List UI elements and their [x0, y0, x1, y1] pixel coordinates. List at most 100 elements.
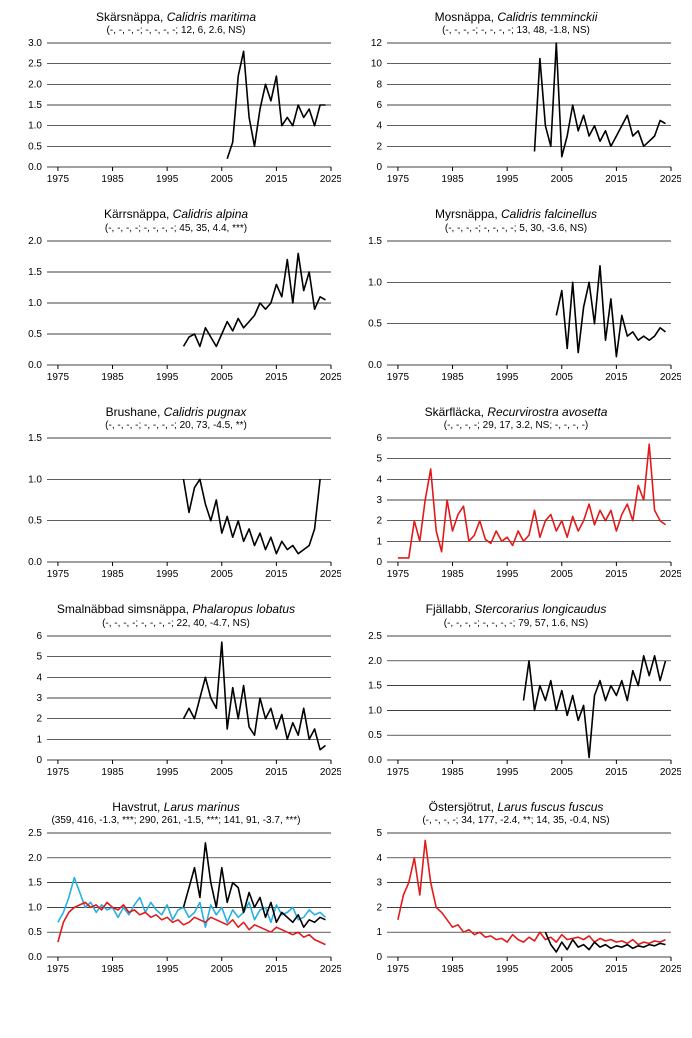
- title-common: Skärfläcka,: [425, 405, 488, 419]
- x-tick-label: 2025: [320, 767, 341, 778]
- series-line: [524, 655, 666, 757]
- title-scientific: Larus marinus: [164, 800, 240, 814]
- x-tick-label: 1995: [156, 569, 179, 580]
- y-tick-label: 0.0: [368, 360, 382, 371]
- y-tick-label: 3.0: [28, 39, 42, 49]
- y-tick-label: 4: [376, 121, 382, 132]
- x-tick-label: 2005: [211, 767, 234, 778]
- x-tick-label: 1985: [441, 174, 464, 185]
- x-tick-label: 2005: [551, 569, 574, 580]
- y-tick-label: 8: [376, 80, 382, 91]
- x-tick-label: 1985: [441, 569, 464, 580]
- x-tick-label: 1995: [156, 372, 179, 383]
- y-tick-label: 1.5: [28, 267, 42, 278]
- y-tick-label: 2.5: [28, 59, 42, 70]
- y-tick-label: 0: [376, 952, 382, 963]
- panel-subtitle: (-, -, -, -; -, -, -, -; 22, 40, -4.7, N…: [102, 618, 250, 629]
- y-tick-label: 2: [376, 902, 382, 913]
- y-tick-label: 1: [36, 734, 42, 745]
- y-tick-label: 2: [376, 516, 382, 527]
- panel-title: Fjällabb, Stercorarius longicaudus: [426, 602, 607, 616]
- x-tick-label: 2015: [605, 569, 628, 580]
- panel-title: Mosnäppa, Calidris temminckii: [435, 10, 598, 24]
- panel-title: Skärfläcka, Recurvirostra avosetta: [425, 405, 608, 419]
- y-tick-label: 2: [376, 142, 382, 153]
- y-tick-label: 2.5: [28, 829, 42, 839]
- y-tick-label: 1.5: [368, 237, 382, 247]
- chart-svg: 0.00.51.01.52.02.51975198519952005201520…: [11, 829, 341, 979]
- title-common: Fjällabb,: [426, 602, 475, 616]
- chart-panel: Brushane, Calidris pugnax(-, -, -, -; -,…: [10, 405, 342, 584]
- title-scientific: Larus fuscus fuscus: [497, 800, 603, 814]
- x-tick-label: 1995: [496, 174, 519, 185]
- x-tick-label: 1975: [387, 174, 410, 185]
- x-tick-label: 1975: [387, 964, 410, 975]
- y-tick-label: 1.0: [368, 277, 382, 288]
- y-tick-label: 0.5: [368, 318, 382, 329]
- title-scientific: Calidris temminckii: [497, 10, 597, 24]
- y-tick-label: 1.5: [28, 100, 42, 111]
- x-tick-label: 1975: [387, 569, 410, 580]
- x-tick-label: 2015: [605, 174, 628, 185]
- x-tick-label: 2005: [211, 174, 234, 185]
- panel-subtitle: (359, 416, -1.3, ***; 290, 261, -1.5, **…: [51, 815, 300, 826]
- x-tick-label: 2015: [605, 964, 628, 975]
- y-tick-label: 0: [376, 557, 382, 568]
- panel-subtitle: (-, -, -, -; -, -, -, -; 5, 30, -3.6, NS…: [445, 223, 587, 234]
- panel-title: Havstrut, Larus marinus: [112, 800, 239, 814]
- chart-panel: Fjällabb, Stercorarius longicaudus (-, -,…: [350, 602, 682, 781]
- x-tick-label: 1985: [101, 767, 124, 778]
- x-tick-label: 2015: [265, 372, 288, 383]
- y-tick-label: 2.5: [368, 632, 382, 642]
- x-tick-label: 2015: [265, 767, 288, 778]
- panel-title: Smalnäbbad simsnäppa, Phalaropus lobatus: [57, 602, 295, 616]
- y-tick-label: 6: [36, 632, 42, 642]
- title-common: Mosnäppa,: [435, 10, 498, 24]
- x-tick-label: 1975: [47, 767, 70, 778]
- x-tick-label: 1995: [496, 569, 519, 580]
- x-tick-label: 2005: [211, 569, 234, 580]
- chart-panel: Skärfläcka, Recurvirostra avosetta(-, -,…: [350, 405, 682, 584]
- chart-svg: 024681012197519851995200520152025: [351, 39, 681, 189]
- x-tick-label: 2025: [660, 372, 681, 383]
- y-tick-label: 2.0: [28, 853, 42, 864]
- title-scientific: Calidris falcinellus: [501, 207, 597, 221]
- x-tick-label: 1985: [101, 964, 124, 975]
- x-tick-label: 1985: [101, 174, 124, 185]
- series-line: [535, 43, 666, 157]
- y-tick-label: 12: [371, 39, 383, 49]
- chart-svg: 0.00.51.01.52.02.51975198519952005201520…: [351, 632, 681, 782]
- y-tick-label: 0.5: [368, 730, 382, 741]
- chart-svg: 0.00.51.01.5197519851995200520152025: [11, 434, 341, 584]
- x-tick-label: 2025: [320, 174, 341, 185]
- panel-subtitle: (-, -, -, -; -, -, -, -; 79, 57, 1.6, NS…: [444, 618, 588, 629]
- chart-panel: Myrsnäppa, Calidris falcinellus(-, -, -,…: [350, 207, 682, 386]
- chart-panel: Östersjötrut, Larus fuscus fuscus(-, -, …: [350, 800, 682, 979]
- x-tick-label: 1995: [496, 767, 519, 778]
- series-line: [184, 843, 326, 927]
- y-tick-label: 0.5: [28, 142, 42, 153]
- x-tick-label: 1995: [156, 174, 179, 185]
- chart-svg: 012345197519851995200520152025: [351, 829, 681, 979]
- x-tick-label: 1985: [101, 372, 124, 383]
- x-tick-label: 1975: [47, 174, 70, 185]
- chart-panel: Smalnäbbad simsnäppa, Phalaropus lobatus…: [10, 602, 342, 781]
- chart-panel: Skärsnäppa, Calidris maritima(-, -, -, -…: [10, 10, 342, 189]
- x-tick-label: 1975: [387, 372, 410, 383]
- y-tick-label: 0.0: [368, 755, 382, 766]
- x-tick-label: 1995: [496, 964, 519, 975]
- chart-svg: 0123456197519851995200520152025: [351, 434, 681, 584]
- chart-panel: Kärrsnäppa, Calidris alpina(-, -, -, -; …: [10, 207, 342, 386]
- series-line: [398, 444, 666, 558]
- y-tick-label: 5: [36, 651, 42, 662]
- y-tick-label: 1.0: [368, 705, 382, 716]
- series-line: [184, 253, 326, 346]
- x-tick-label: 1975: [47, 372, 70, 383]
- x-tick-label: 2005: [551, 767, 574, 778]
- panel-subtitle: (-, -, -, -; 29, 17, 3.2, NS; -, -, -, -…: [444, 420, 588, 431]
- title-common: Havstrut,: [112, 800, 163, 814]
- y-tick-label: 5: [376, 454, 382, 465]
- y-tick-label: 0: [36, 755, 42, 766]
- panel-subtitle: (-, -, -, -; 34, 177, -2.4, **; 14, 35, …: [422, 815, 609, 826]
- y-tick-label: 2.0: [28, 80, 42, 91]
